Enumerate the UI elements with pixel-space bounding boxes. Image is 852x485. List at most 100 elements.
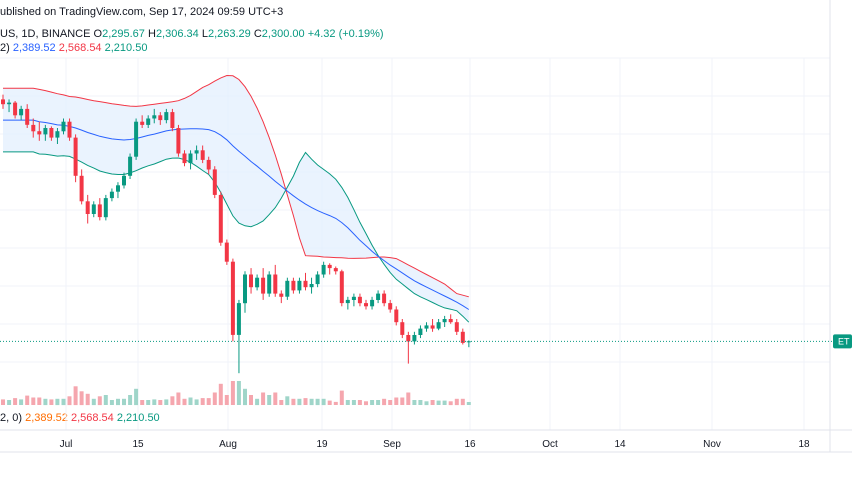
candle-body [430,325,435,329]
candle-body [212,169,217,195]
volume-bar [448,401,453,406]
volume-bar [382,398,387,406]
candle-body [327,264,332,269]
volume-bar [146,400,151,405]
candle-body [448,319,453,323]
grid [0,57,830,430]
candle-body [61,121,66,132]
x-tick-label: Sep [383,439,401,450]
candle-body [19,108,24,116]
volume-bar [388,400,393,405]
volume-bar [164,399,169,405]
candle-body [134,121,139,157]
candle-body [158,115,163,121]
volume-bar [285,396,290,406]
candle-body [243,274,247,304]
candle-body [418,328,423,335]
candle-body [291,280,296,291]
bb-legend[interactable]: 2) 2,389.52 2,568.54 2,210.50 [0,42,147,55]
bb-band-fill [3,75,469,323]
candle-body [309,284,314,288]
volume-bar [315,398,320,406]
bb-lower-line [3,151,470,323]
candle-body [249,274,253,288]
volume-bar [122,398,126,406]
volume-bar [1,399,5,405]
volume-bar [218,383,223,406]
volume-bar [460,398,465,406]
candle-body [122,175,126,186]
volume-bar [200,398,205,405]
candle-body [91,204,96,214]
volume-bar [128,395,133,405]
volume-bar [97,396,102,406]
candle-body [442,319,447,323]
volume-bar [25,395,30,405]
x-tick-label: Aug [219,439,237,450]
candle-body [339,271,344,304]
candle-body [230,261,235,335]
volume-bar [436,400,441,405]
candle-body [315,274,320,285]
candle-body [146,118,151,125]
x-tick-label: 18 [798,439,810,450]
candle-body [394,309,399,323]
volume-bar [297,398,302,406]
close-value: 2,300.00 [261,28,305,40]
volume-bar [303,398,308,405]
candle-body [351,296,356,300]
volume-bar [230,381,235,405]
candle-body [116,185,120,192]
volume-bar [109,400,114,405]
candle-body [43,128,48,135]
bb-legend-lower[interactable]: 2, 0) 2,389.52 2,568.54 2,210.50 [0,412,160,425]
volume-bar [273,392,278,405]
volume-bar [309,398,314,406]
candle-body [388,303,393,310]
candle-body [37,131,42,135]
volume-bar [212,392,217,405]
candle-body [370,299,375,307]
volume-bar [400,397,405,405]
low-label: L [201,28,208,40]
bb-lower-value: 2,210.50 [104,42,148,54]
bb-basis-value: 2,389.52 [12,42,56,54]
volume-bar [267,395,272,405]
candle-body [424,325,429,329]
volume-bar [61,398,66,406]
bb2-prefix: 2, 0) [0,412,23,424]
volume-bar [321,398,326,406]
last-price-tag-bg [833,334,852,349]
volume-bar [73,386,78,406]
candles [1,94,471,374]
volume-bar [13,398,18,405]
volume-bar [261,392,266,405]
last-price-tag[interactable]: ET [833,334,852,349]
candle-body [170,112,175,128]
volume-bar [67,396,72,406]
candle-body [376,293,381,300]
candle-body [140,121,145,125]
candle-body [382,293,387,304]
candle-body [218,194,223,243]
volume-bar [357,400,362,405]
volume-bar [140,400,145,405]
volume-bar [466,402,471,405]
candle-body [79,175,84,202]
volume-bar [454,398,459,406]
low-value: 2,263.29 [207,28,251,40]
candle-body [400,322,405,335]
volume-bar [370,400,375,405]
volume-bar [37,397,42,405]
candle-body [73,137,78,176]
candle-body [224,242,229,262]
ohlc-legend[interactable]: US, 1D, BINANCE O2,295.67 H2,306.34 L2,2… [0,28,384,41]
volume-bar [351,400,356,405]
candle-body [188,153,193,164]
volume-bar [412,400,417,405]
candle-body [236,303,241,335]
volume-bar [424,401,429,406]
volume-bar [49,399,54,405]
candle-body [152,115,157,119]
